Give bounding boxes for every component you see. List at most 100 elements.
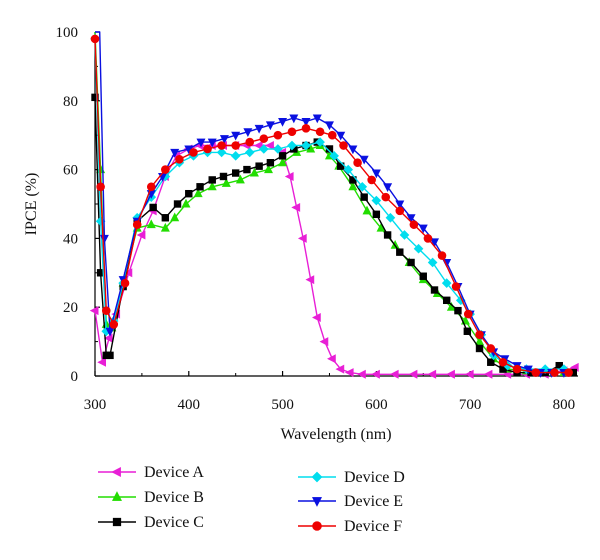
data-point: [451, 282, 461, 291]
plot-area: 300 400 500 600 700 800 0 20 40 60 80 100: [56, 25, 579, 413]
data-point: [409, 220, 419, 229]
series-device-f: [90, 34, 573, 377]
data-point: [359, 155, 369, 165]
data-point: [396, 248, 404, 256]
data-point: [103, 333, 113, 343]
data-point: [487, 358, 495, 366]
data-point: [319, 337, 329, 347]
y-tick-label: 100: [56, 25, 79, 41]
x-tick-label: 500: [271, 397, 294, 413]
data-point: [389, 369, 399, 379]
data-point: [353, 158, 362, 168]
data-point: [101, 306, 111, 315]
data-point: [381, 192, 391, 202]
data-point: [146, 219, 156, 229]
data-point: [161, 214, 170, 222]
data-point: [96, 182, 105, 192]
data-point: [371, 369, 380, 379]
data-point: [287, 127, 297, 137]
data-point: [243, 165, 251, 174]
legend-item-device-d: Device D: [298, 469, 405, 486]
data-point: [399, 230, 410, 240]
series-device-e: [95, 31, 569, 378]
legend: Device A Device B Device C Device D Device E…: [98, 464, 405, 535]
data-point: [427, 369, 437, 379]
data-point: [146, 182, 156, 192]
data-point: [120, 278, 130, 288]
data-point: [329, 151, 339, 161]
data-point: [315, 127, 325, 137]
legend-item-device-b: Device B: [98, 489, 204, 506]
data-point: [196, 138, 206, 148]
data-point: [383, 231, 392, 239]
x-axis-title: Wavelength (nm): [280, 426, 391, 443]
data-point: [196, 183, 204, 191]
data-point: [266, 159, 275, 167]
data-point: [427, 257, 438, 268]
data-point: [324, 121, 334, 131]
data-point: [181, 198, 191, 208]
data-point: [231, 169, 240, 177]
x-tick-label: 300: [84, 397, 107, 413]
data-point: [278, 152, 287, 160]
data-point: [360, 193, 368, 201]
series-device-d: [90, 34, 569, 374]
data-point: [343, 164, 354, 175]
y-tick-label: 80: [63, 94, 78, 110]
data-point: [475, 330, 484, 340]
data-point: [344, 368, 354, 378]
data-point: [418, 224, 428, 234]
data-point: [483, 369, 493, 379]
data-point: [395, 206, 405, 216]
data-point: [312, 313, 321, 323]
data-point: [231, 141, 240, 150]
data-point: [406, 214, 416, 224]
series-device-a: [89, 141, 579, 379]
legend-label: Device F: [344, 518, 402, 535]
data-point: [327, 130, 337, 140]
legend-label: Device E: [344, 493, 403, 510]
data-point: [348, 181, 358, 191]
data-point: [175, 154, 184, 164]
series-line: [94, 38, 569, 374]
data-point: [442, 296, 451, 305]
legend-item-device-c: Device C: [98, 514, 204, 531]
x-tick-label: 700: [459, 397, 482, 413]
data-point: [278, 157, 288, 167]
data-point: [371, 195, 382, 206]
data-point: [219, 135, 229, 144]
data-point: [160, 222, 170, 232]
data-point: [259, 134, 269, 143]
legend-marker: [312, 521, 322, 531]
data-point: [265, 141, 274, 151]
data-point: [419, 272, 427, 280]
data-point: [512, 364, 522, 374]
data-point: [315, 137, 325, 147]
data-point: [325, 145, 334, 153]
data-point: [498, 357, 508, 367]
x-tick-label: 400: [178, 397, 201, 413]
data-point: [278, 117, 288, 127]
data-point: [235, 174, 245, 184]
data-point: [132, 220, 142, 229]
data-point: [221, 178, 231, 187]
legend-item-device-f: Device F: [298, 518, 402, 535]
data-point: [253, 141, 263, 151]
data-point: [335, 364, 345, 374]
data-point: [245, 137, 255, 147]
data-point: [207, 138, 217, 148]
data-point: [185, 189, 193, 198]
x-tick-label: 600: [365, 397, 388, 413]
data-point: [385, 212, 396, 223]
data-point: [357, 369, 366, 379]
series-line: [95, 31, 564, 374]
y-axis-ticks: 0 20 40 60 80 100: [56, 25, 100, 385]
data-point: [254, 124, 264, 134]
data-point: [367, 175, 376, 185]
data-point: [89, 306, 99, 316]
y-tick-label: 40: [63, 231, 78, 247]
data-point: [289, 114, 299, 124]
x-axis-ticks: 300 400 500 600 700 800: [84, 371, 575, 413]
data-point: [189, 148, 198, 157]
legend-label: Device D: [344, 469, 405, 486]
